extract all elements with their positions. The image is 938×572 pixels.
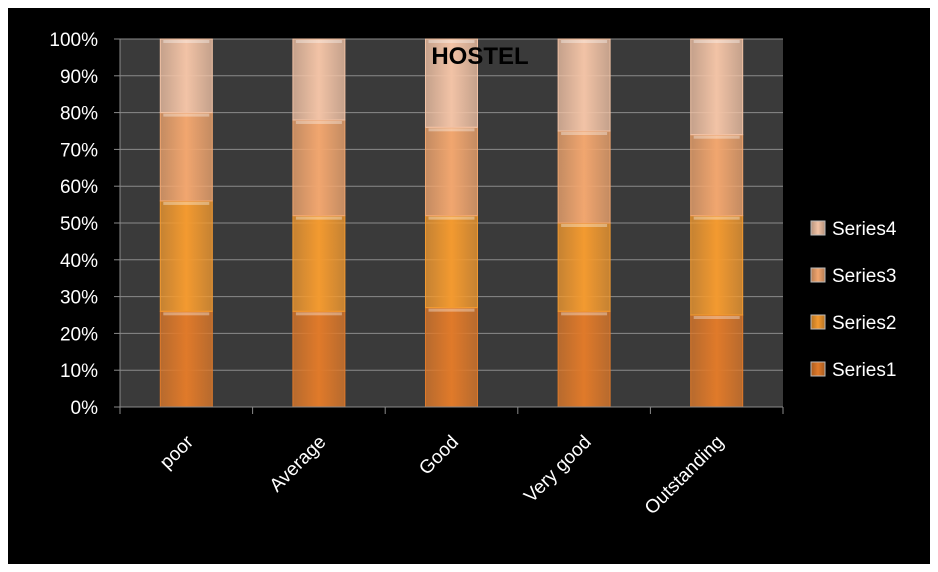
y-tick-label: 70%: [60, 140, 98, 161]
bar-segment: [160, 311, 212, 407]
bar-segment: [558, 223, 610, 311]
x-tick-label: Very good: [520, 432, 595, 507]
bar-segment: [558, 311, 610, 407]
y-tick-label: 30%: [60, 288, 98, 309]
y-tick-label: 80%: [60, 104, 98, 125]
bar-segment-highlight: [163, 312, 209, 315]
legend-label: Series4: [832, 219, 897, 240]
y-tick-label: 20%: [60, 324, 98, 345]
bar-segment: [160, 201, 212, 311]
legend-swatch: [811, 362, 825, 376]
bar-segment-highlight: [561, 312, 607, 315]
legend-label: Series1: [832, 360, 896, 381]
chart-title: HOSTEL: [431, 43, 528, 70]
bar-segment-highlight: [694, 217, 740, 220]
bar-segment: [293, 39, 345, 120]
bar-segment-highlight: [561, 224, 607, 227]
bar-segment-highlight: [296, 217, 342, 220]
y-tick-label: 40%: [60, 251, 98, 272]
bar-segment-highlight: [429, 128, 475, 131]
bar-segment: [691, 315, 743, 407]
bar-segment-highlight: [163, 40, 209, 43]
legend-label: Series2: [832, 313, 896, 334]
bar-segment-highlight: [429, 217, 475, 220]
y-tick-label: 0%: [71, 398, 99, 419]
x-tick-label: Good: [415, 432, 463, 480]
bar-segment: [691, 39, 743, 135]
bar-segment: [558, 39, 610, 131]
y-tick-label: 100%: [49, 30, 98, 51]
legend-swatch: [811, 221, 825, 235]
y-tick-label: 60%: [60, 177, 98, 198]
x-tick-label: Average: [266, 432, 331, 497]
x-tick-label: Outstanding: [641, 432, 728, 519]
bar-segment: [160, 39, 212, 113]
legend-swatch: [811, 268, 825, 282]
bar-segment-highlight: [694, 136, 740, 139]
bar-segment-highlight: [561, 40, 607, 43]
x-axis-tick-labels: poor Average Good Very good Outstanding: [156, 431, 728, 519]
bar-segment: [293, 120, 345, 216]
bar-segment-highlight: [163, 202, 209, 205]
bar-segment-highlight: [561, 132, 607, 135]
bar-segment: [426, 216, 478, 308]
y-tick-label: 10%: [60, 361, 98, 382]
bar-segment: [160, 113, 212, 201]
bar-segment-highlight: [296, 40, 342, 43]
y-axis-tick-labels: 0% 10% 20% 30% 40% 50% 60% 70% 80% 90% 100%: [49, 30, 98, 419]
bar-segment: [426, 308, 478, 407]
bar-segment-highlight: [163, 114, 209, 117]
bar-segment-highlight: [429, 309, 475, 312]
bar-segment-highlight: [296, 121, 342, 124]
bar-segment: [293, 216, 345, 312]
y-tick-label: 90%: [60, 67, 98, 88]
bar-segment: [558, 131, 610, 223]
bar-segment: [293, 311, 345, 407]
bar-segment: [691, 216, 743, 315]
legend: Series4 Series3 Series2 Series1: [811, 219, 897, 381]
legend-label: Series3: [832, 266, 896, 287]
bar-segment: [691, 135, 743, 216]
bar-segment-highlight: [296, 312, 342, 315]
y-tick-label: 50%: [60, 214, 98, 235]
x-tick-label: poor: [156, 431, 198, 473]
bar-segment: [426, 127, 478, 215]
bar-segment-highlight: [694, 40, 740, 43]
legend-swatch: [811, 315, 825, 329]
bar-segment-highlight: [694, 316, 740, 319]
